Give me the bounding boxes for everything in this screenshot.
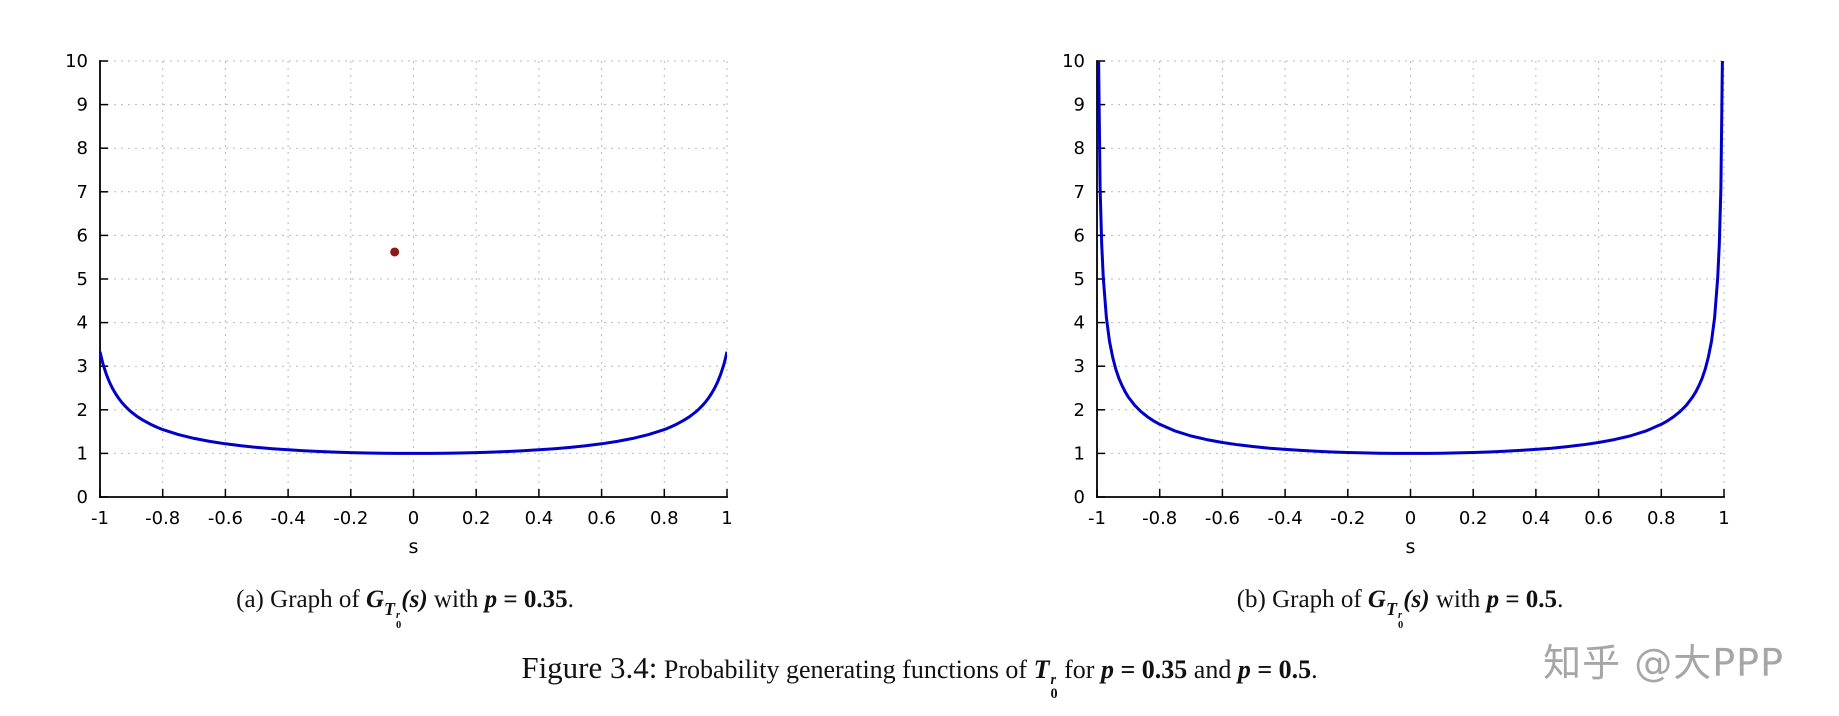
subcaption-b-index: (b) xyxy=(1236,586,1266,613)
svg-text:-1: -1 xyxy=(1088,508,1106,529)
chart-a-pgf-p035: 0 1 2 3 4 5 6 7 8 9 10 -1 -0.8 -0.6 -0.4 -0.2 0 0.2 0.4 0.6… xyxy=(65,51,733,558)
chart-b-pgf-p05: 0 1 2 3 4 5 6 7 8 9 10 -1 -0.8 -0.6 -0.4 -0.2 0 0.2 0.4 0.6… xyxy=(1062,51,1730,558)
math-p-b: p xyxy=(1486,586,1500,613)
svg-text:0.6: 0.6 xyxy=(587,508,616,529)
svg-text:0: 0 xyxy=(1405,508,1416,529)
svg-text:0.8: 0.8 xyxy=(1647,508,1676,529)
x-axis-label: s xyxy=(409,536,419,558)
svg-text:0.6: 0.6 xyxy=(1584,508,1613,529)
svg-text:9: 9 xyxy=(1074,95,1085,116)
math-p2: p xyxy=(1237,655,1251,684)
grid xyxy=(99,60,728,498)
curve-series xyxy=(100,351,727,455)
svg-text:8: 8 xyxy=(77,138,88,159)
figure-caption-and: and xyxy=(1193,655,1232,684)
subcaption-a-with: with xyxy=(433,586,479,613)
svg-text:1: 1 xyxy=(721,508,732,529)
svg-text:4: 4 xyxy=(1074,313,1085,334)
svg-text:-0.8: -0.8 xyxy=(145,508,180,529)
subcaption-b: (b) Graph of GT r 0 (s) with p = 0.5. xyxy=(1236,586,1564,632)
svg-text:9: 9 xyxy=(77,95,88,116)
svg-text:0.2: 0.2 xyxy=(1459,508,1488,529)
svg-text:4: 4 xyxy=(77,313,88,334)
watermark-zhihu: 知乎 @大PPP xyxy=(1543,641,1784,685)
svg-text:-0.2: -0.2 xyxy=(333,508,368,529)
svg-text:-0.8: -0.8 xyxy=(1142,508,1177,529)
svg-text:8: 8 xyxy=(1074,138,1085,159)
svg-text:1: 1 xyxy=(1074,443,1085,464)
tick-labels: 0 1 2 3 4 5 6 7 8 9 10 -1 -0.8 -0.6 -0.4 -0.2 0 0.2 0.4 0.6… xyxy=(1062,51,1730,529)
svg-text:2: 2 xyxy=(77,400,88,421)
data-point-marker xyxy=(390,247,400,257)
math-p1: p xyxy=(1100,655,1114,684)
svg-text:0.4: 0.4 xyxy=(525,508,554,529)
svg-text:5: 5 xyxy=(77,269,88,290)
svg-text:0: 0 xyxy=(408,508,419,529)
svg-text:1: 1 xyxy=(1718,508,1729,529)
svg-text:3: 3 xyxy=(1074,356,1085,377)
svg-text:-0.4: -0.4 xyxy=(271,508,306,529)
figure-caption-for: for xyxy=(1064,655,1095,684)
svg-text:6: 6 xyxy=(1074,225,1085,246)
subcaption-b-with: with xyxy=(1435,586,1481,613)
svg-text:0: 0 xyxy=(77,487,88,508)
svg-text:-1: -1 xyxy=(91,508,109,529)
svg-text:5: 5 xyxy=(1074,269,1085,290)
subcaption-a: (a) Graph of GT r 0 (s) with p = 0.35. xyxy=(236,586,574,632)
svg-text:-0.4: -0.4 xyxy=(1268,508,1303,529)
svg-text:10: 10 xyxy=(1062,51,1085,72)
svg-text:3: 3 xyxy=(77,356,88,377)
svg-text:6: 6 xyxy=(77,225,88,246)
math-p-a: p xyxy=(484,586,498,613)
x-axis-label: s xyxy=(1406,536,1416,558)
svg-text:-0.2: -0.2 xyxy=(1330,508,1365,529)
figure-caption-label: Figure 3.4: xyxy=(521,650,658,685)
svg-text:0.4: 0.4 xyxy=(1522,508,1551,529)
curve-series xyxy=(1097,61,1724,455)
svg-text:2: 2 xyxy=(1074,400,1085,421)
tick-labels: 0 1 2 3 4 5 6 7 8 9 10 -1 -0.8 -0.6 -0.4 -0.2 0 0.2 0.4 0.6… xyxy=(65,51,733,529)
figure-caption: Figure 3.4: Probability generating funct… xyxy=(521,650,1318,702)
svg-text:0: 0 xyxy=(1074,487,1085,508)
svg-text:-0.6: -0.6 xyxy=(208,508,243,529)
svg-text:0.8: 0.8 xyxy=(650,508,679,529)
subcaption-a-index: (a) xyxy=(236,586,264,613)
subcaption-a-text: Graph of xyxy=(270,586,360,613)
svg-text:-0.6: -0.6 xyxy=(1205,508,1240,529)
svg-text:1: 1 xyxy=(77,443,88,464)
figure-caption-body: Probability generating functions of xyxy=(663,655,1028,684)
svg-text:7: 7 xyxy=(1074,182,1085,203)
svg-text:0.2: 0.2 xyxy=(462,508,491,529)
tick-marks xyxy=(99,60,728,498)
math-pgf-b: GT r 0 (s) xyxy=(1367,586,1430,632)
math-pgf-a: GT r 0 (s) xyxy=(365,586,428,632)
grid xyxy=(1096,60,1725,498)
svg-text:7: 7 xyxy=(77,182,88,203)
subcaption-b-text: Graph of xyxy=(1272,586,1362,613)
svg-text:10: 10 xyxy=(65,51,88,72)
